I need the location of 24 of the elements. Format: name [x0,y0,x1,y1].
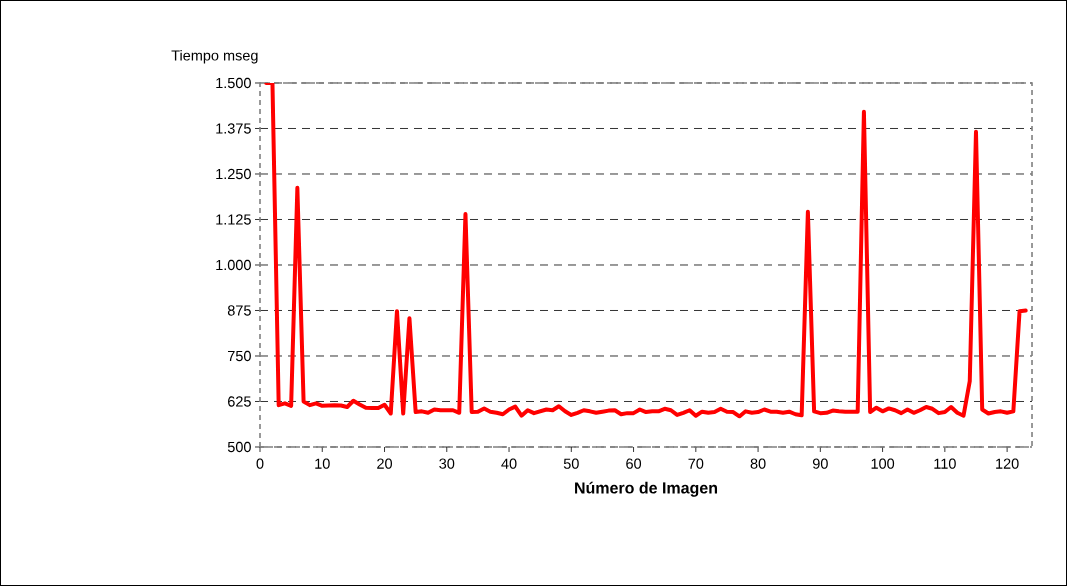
y-tick-label: 750 [228,350,251,362]
y-tick-label: 875 [227,305,251,316]
y-axis-title: Tiempo mseg [171,49,258,64]
y-tick-label: 500 [227,441,251,453]
x-tick-label: 0 [256,458,264,469]
y-tick-label: 1.125 [216,214,251,225]
x-tick-label: 30 [439,458,455,469]
x-axis-title: Número de Imagen [575,481,718,497]
x-tick-label: 20 [377,458,393,469]
y-tick-label: 1.500 [216,77,251,89]
y-tick-label: 625 [228,396,251,407]
x-tick-label: 120 [996,458,1019,469]
x-tick-label: 70 [688,458,704,469]
x-tick-label: 50 [563,458,579,469]
x-tick-label: 90 [812,458,828,469]
x-tick-label: 10 [315,458,330,469]
x-tick-label: 60 [626,458,642,469]
y-tick-label: 1.375 [216,123,251,134]
y-tick-label: 1.250 [216,168,251,180]
x-tick-label: 100 [871,458,895,469]
y-tick-label: 1.000 [216,259,251,271]
x-tick-label: 110 [934,458,956,469]
x-tick-label: 80 [750,458,766,469]
x-tick-label: 40 [501,458,517,469]
